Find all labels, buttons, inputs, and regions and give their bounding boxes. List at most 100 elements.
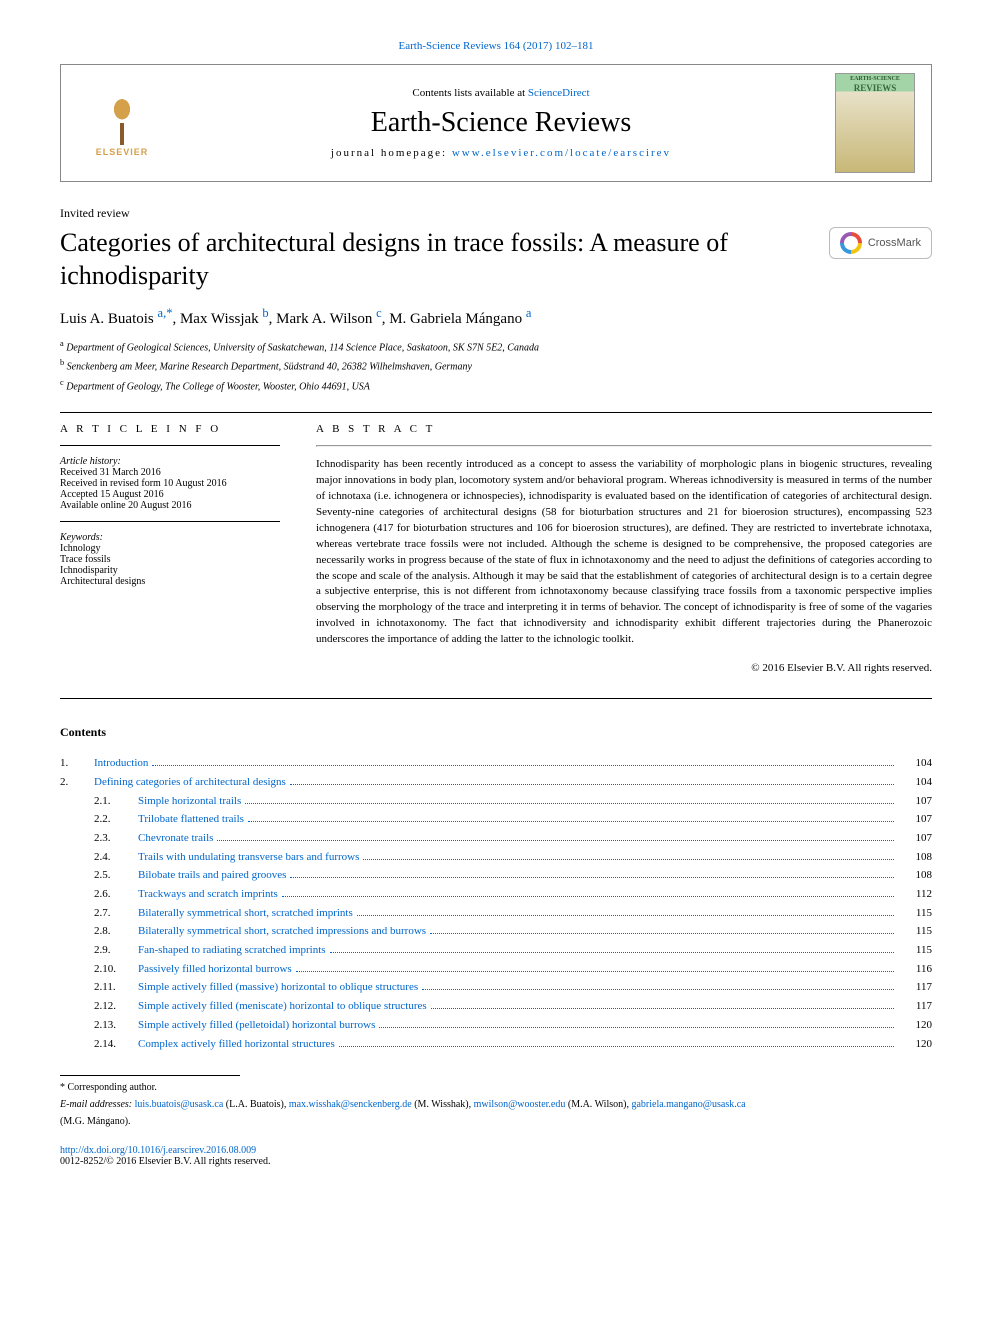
publisher-name: ELSEVIER xyxy=(96,147,149,157)
toc-page: 104 xyxy=(898,754,932,773)
footnote-rule xyxy=(60,1075,240,1076)
abstract-heading: A B S T R A C T xyxy=(316,423,932,435)
toc-link[interactable]: Complex actively filled horizontal struc… xyxy=(138,1035,335,1054)
toc-dots xyxy=(430,933,894,934)
toc-link[interactable]: Passively filled horizontal burrows xyxy=(138,960,292,979)
email-link[interactable]: gabriela.mangano@usask.ca xyxy=(631,1099,745,1110)
divider xyxy=(60,412,932,413)
toc-subitem: 2.7.Bilaterally symmetrical short, scrat… xyxy=(60,904,932,923)
toc-subitem: 2.10.Passively filled horizontal burrows… xyxy=(60,960,932,979)
email-link[interactable]: luis.buatois@usask.ca xyxy=(135,1099,224,1110)
toc-page: 120 xyxy=(898,1035,932,1054)
divider xyxy=(60,521,280,522)
email-link[interactable]: max.wisshak@senckenberg.de xyxy=(289,1099,412,1110)
toc-dots xyxy=(152,765,894,766)
toc-subitem: 2.3.Chevronate trails107 xyxy=(60,829,932,848)
toc-link[interactable]: Fan-shaped to radiating scratched imprin… xyxy=(138,941,326,960)
header-center: Contents lists available at ScienceDirec… xyxy=(167,87,835,159)
toc-link[interactable]: Bilaterally symmetrical short, scratched… xyxy=(138,904,353,923)
toc-subitem: 2.14.Complex actively filled horizontal … xyxy=(60,1035,932,1054)
crossmark-icon xyxy=(840,232,862,254)
author: , Max Wissjak xyxy=(172,311,262,327)
doi: http://dx.doi.org/10.1016/j.earscirev.20… xyxy=(60,1145,932,1156)
author-affil-link[interactable]: a,* xyxy=(158,306,173,320)
toc-subitem: 2.12.Simple actively filled (meniscate) … xyxy=(60,997,932,1016)
emails: E-mail addresses: luis.buatois@usask.ca … xyxy=(60,1099,932,1110)
doi-link[interactable]: http://dx.doi.org/10.1016/j.earscirev.20… xyxy=(60,1145,256,1156)
toc-link[interactable]: Introduction xyxy=(94,754,148,773)
toc-link[interactable]: Bilaterally symmetrical short, scratched… xyxy=(138,922,426,941)
toc-dots xyxy=(296,971,894,972)
toc-link[interactable]: Simple actively filled (massive) horizon… xyxy=(138,978,418,997)
contents-heading: Contents xyxy=(60,725,932,740)
toc-link[interactable]: Simple actively filled (meniscate) horiz… xyxy=(138,997,427,1016)
toc-link[interactable]: Trackways and scratch imprints xyxy=(138,885,278,904)
history-item: Received in revised form 10 August 2016 xyxy=(60,478,280,489)
corresponding-author: * Corresponding author. xyxy=(60,1082,932,1093)
keyword-item: Ichnology xyxy=(60,543,280,554)
toc-page: 107 xyxy=(898,810,932,829)
keyword-item: Trace fossils xyxy=(60,554,280,565)
toc-dots xyxy=(282,896,894,897)
history-list: Received 31 March 2016Received in revise… xyxy=(60,467,280,511)
affiliation: c Department of Geology, The College of … xyxy=(60,377,932,394)
toc-link[interactable]: Defining categories of architectural des… xyxy=(94,773,286,792)
toc-number: 2.5. xyxy=(94,866,138,885)
toc-page: 112 xyxy=(898,885,932,904)
page: Earth-Science Reviews 164 (2017) 102–181… xyxy=(0,0,992,1197)
toc-number: 2.2. xyxy=(94,810,138,829)
article-info-heading: A R T I C L E I N F O xyxy=(60,423,280,435)
toc-number: 2.7. xyxy=(94,904,138,923)
copyright: © 2016 Elsevier B.V. All rights reserved… xyxy=(316,662,932,674)
toc-number: 2.9. xyxy=(94,941,138,960)
toc-dots xyxy=(379,1027,894,1028)
publisher-logo: ELSEVIER xyxy=(77,78,167,168)
toc-dots xyxy=(330,952,894,953)
affiliation: b Senckenberg am Meer, Marine Research D… xyxy=(60,357,932,374)
author-list: Luis A. Buatois a,*, Max Wissjak b, Mark… xyxy=(60,306,932,328)
toc-link[interactable]: Bilobate trails and paired grooves xyxy=(138,866,286,885)
homepage-prefix: journal homepage: xyxy=(331,147,452,159)
homepage-link[interactable]: www.elsevier.com/locate/earscirev xyxy=(452,147,671,159)
toc-page: 115 xyxy=(898,922,932,941)
author-affil-link[interactable]: a xyxy=(526,306,532,320)
toc-dots xyxy=(245,803,894,804)
article-info: A R T I C L E I N F O Article history: R… xyxy=(60,423,280,674)
elsevier-tree-icon xyxy=(97,90,147,145)
toc-link[interactable]: Chevronate trails xyxy=(138,829,213,848)
keyword-item: Architectural designs xyxy=(60,576,280,587)
table-of-contents: 1.Introduction1042.Defining categories o… xyxy=(60,754,932,1053)
emails-label: E-mail addresses: xyxy=(60,1099,135,1110)
sciencedirect-link[interactable]: ScienceDirect xyxy=(528,87,590,99)
toc-subitem: 2.13.Simple actively filled (pelletoidal… xyxy=(60,1016,932,1035)
crossmark-badge[interactable]: CrossMark xyxy=(829,227,932,259)
toc-number: 2.14. xyxy=(94,1035,138,1054)
toc-link[interactable]: Simple horizontal trails xyxy=(138,792,241,811)
journal-ref-link[interactable]: Earth-Science Reviews 164 (2017) 102–181 xyxy=(399,40,594,52)
history-label: Article history: xyxy=(60,456,280,467)
contents-line: Contents lists available at ScienceDirec… xyxy=(167,87,835,99)
toc-page: 116 xyxy=(898,960,932,979)
toc-subitem: 2.11.Simple actively filled (massive) ho… xyxy=(60,978,932,997)
journal-title: Earth-Science Reviews xyxy=(167,107,835,139)
toc-number: 2. xyxy=(60,773,94,792)
toc-link[interactable]: Simple actively filled (pelletoidal) hor… xyxy=(138,1016,375,1035)
toc-subitem: 2.4.Trails with undulating transverse ba… xyxy=(60,848,932,867)
toc-dots xyxy=(422,989,894,990)
toc-subitem: 2.1.Simple horizontal trails107 xyxy=(60,792,932,811)
toc-link[interactable]: Trilobate flattened trails xyxy=(138,810,244,829)
crossmark-label: CrossMark xyxy=(868,237,921,249)
abstract-text: Ichnodisparity has been recently introdu… xyxy=(316,457,932,648)
toc-page: 108 xyxy=(898,848,932,867)
article-type: Invited review xyxy=(60,206,932,221)
journal-reference: Earth-Science Reviews 164 (2017) 102–181 xyxy=(60,40,932,52)
toc-subitem: 2.2.Trilobate flattened trails 107 xyxy=(60,810,932,829)
email-link[interactable]: mwilson@wooster.edu xyxy=(474,1099,566,1110)
journal-homepage: journal homepage: www.elsevier.com/locat… xyxy=(167,147,835,159)
toc-number: 2.10. xyxy=(94,960,138,979)
toc-number: 2.13. xyxy=(94,1016,138,1035)
history-item: Available online 20 August 2016 xyxy=(60,500,280,511)
toc-link[interactable]: Trails with undulating transverse bars a… xyxy=(138,848,359,867)
toc-page: 108 xyxy=(898,866,932,885)
toc-page: 117 xyxy=(898,978,932,997)
